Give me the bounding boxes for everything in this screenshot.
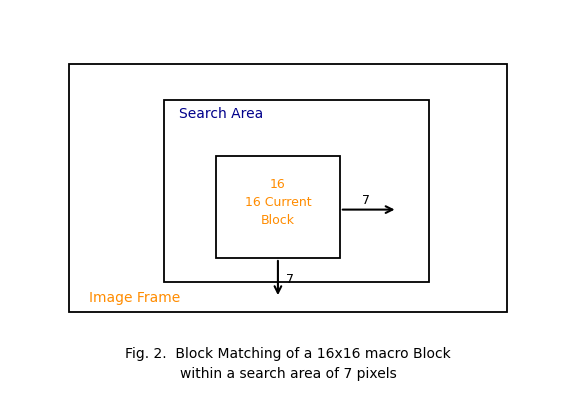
Text: 16
16 Current
Block: 16 16 Current Block [245,178,311,226]
Bar [69,64,507,312]
Bar [164,100,429,282]
Text: 7: 7 [286,273,294,286]
Text: within a search area of 7 pixels: within a search area of 7 pixels [180,367,396,381]
Text: Search Area: Search Area [179,107,263,121]
Bar [216,156,340,258]
Text: Image Frame: Image Frame [89,291,180,305]
Text: Fig. 2.  Block Matching of a 16x16 macro Block: Fig. 2. Block Matching of a 16x16 macro … [125,347,451,361]
Text: 7: 7 [362,194,370,206]
